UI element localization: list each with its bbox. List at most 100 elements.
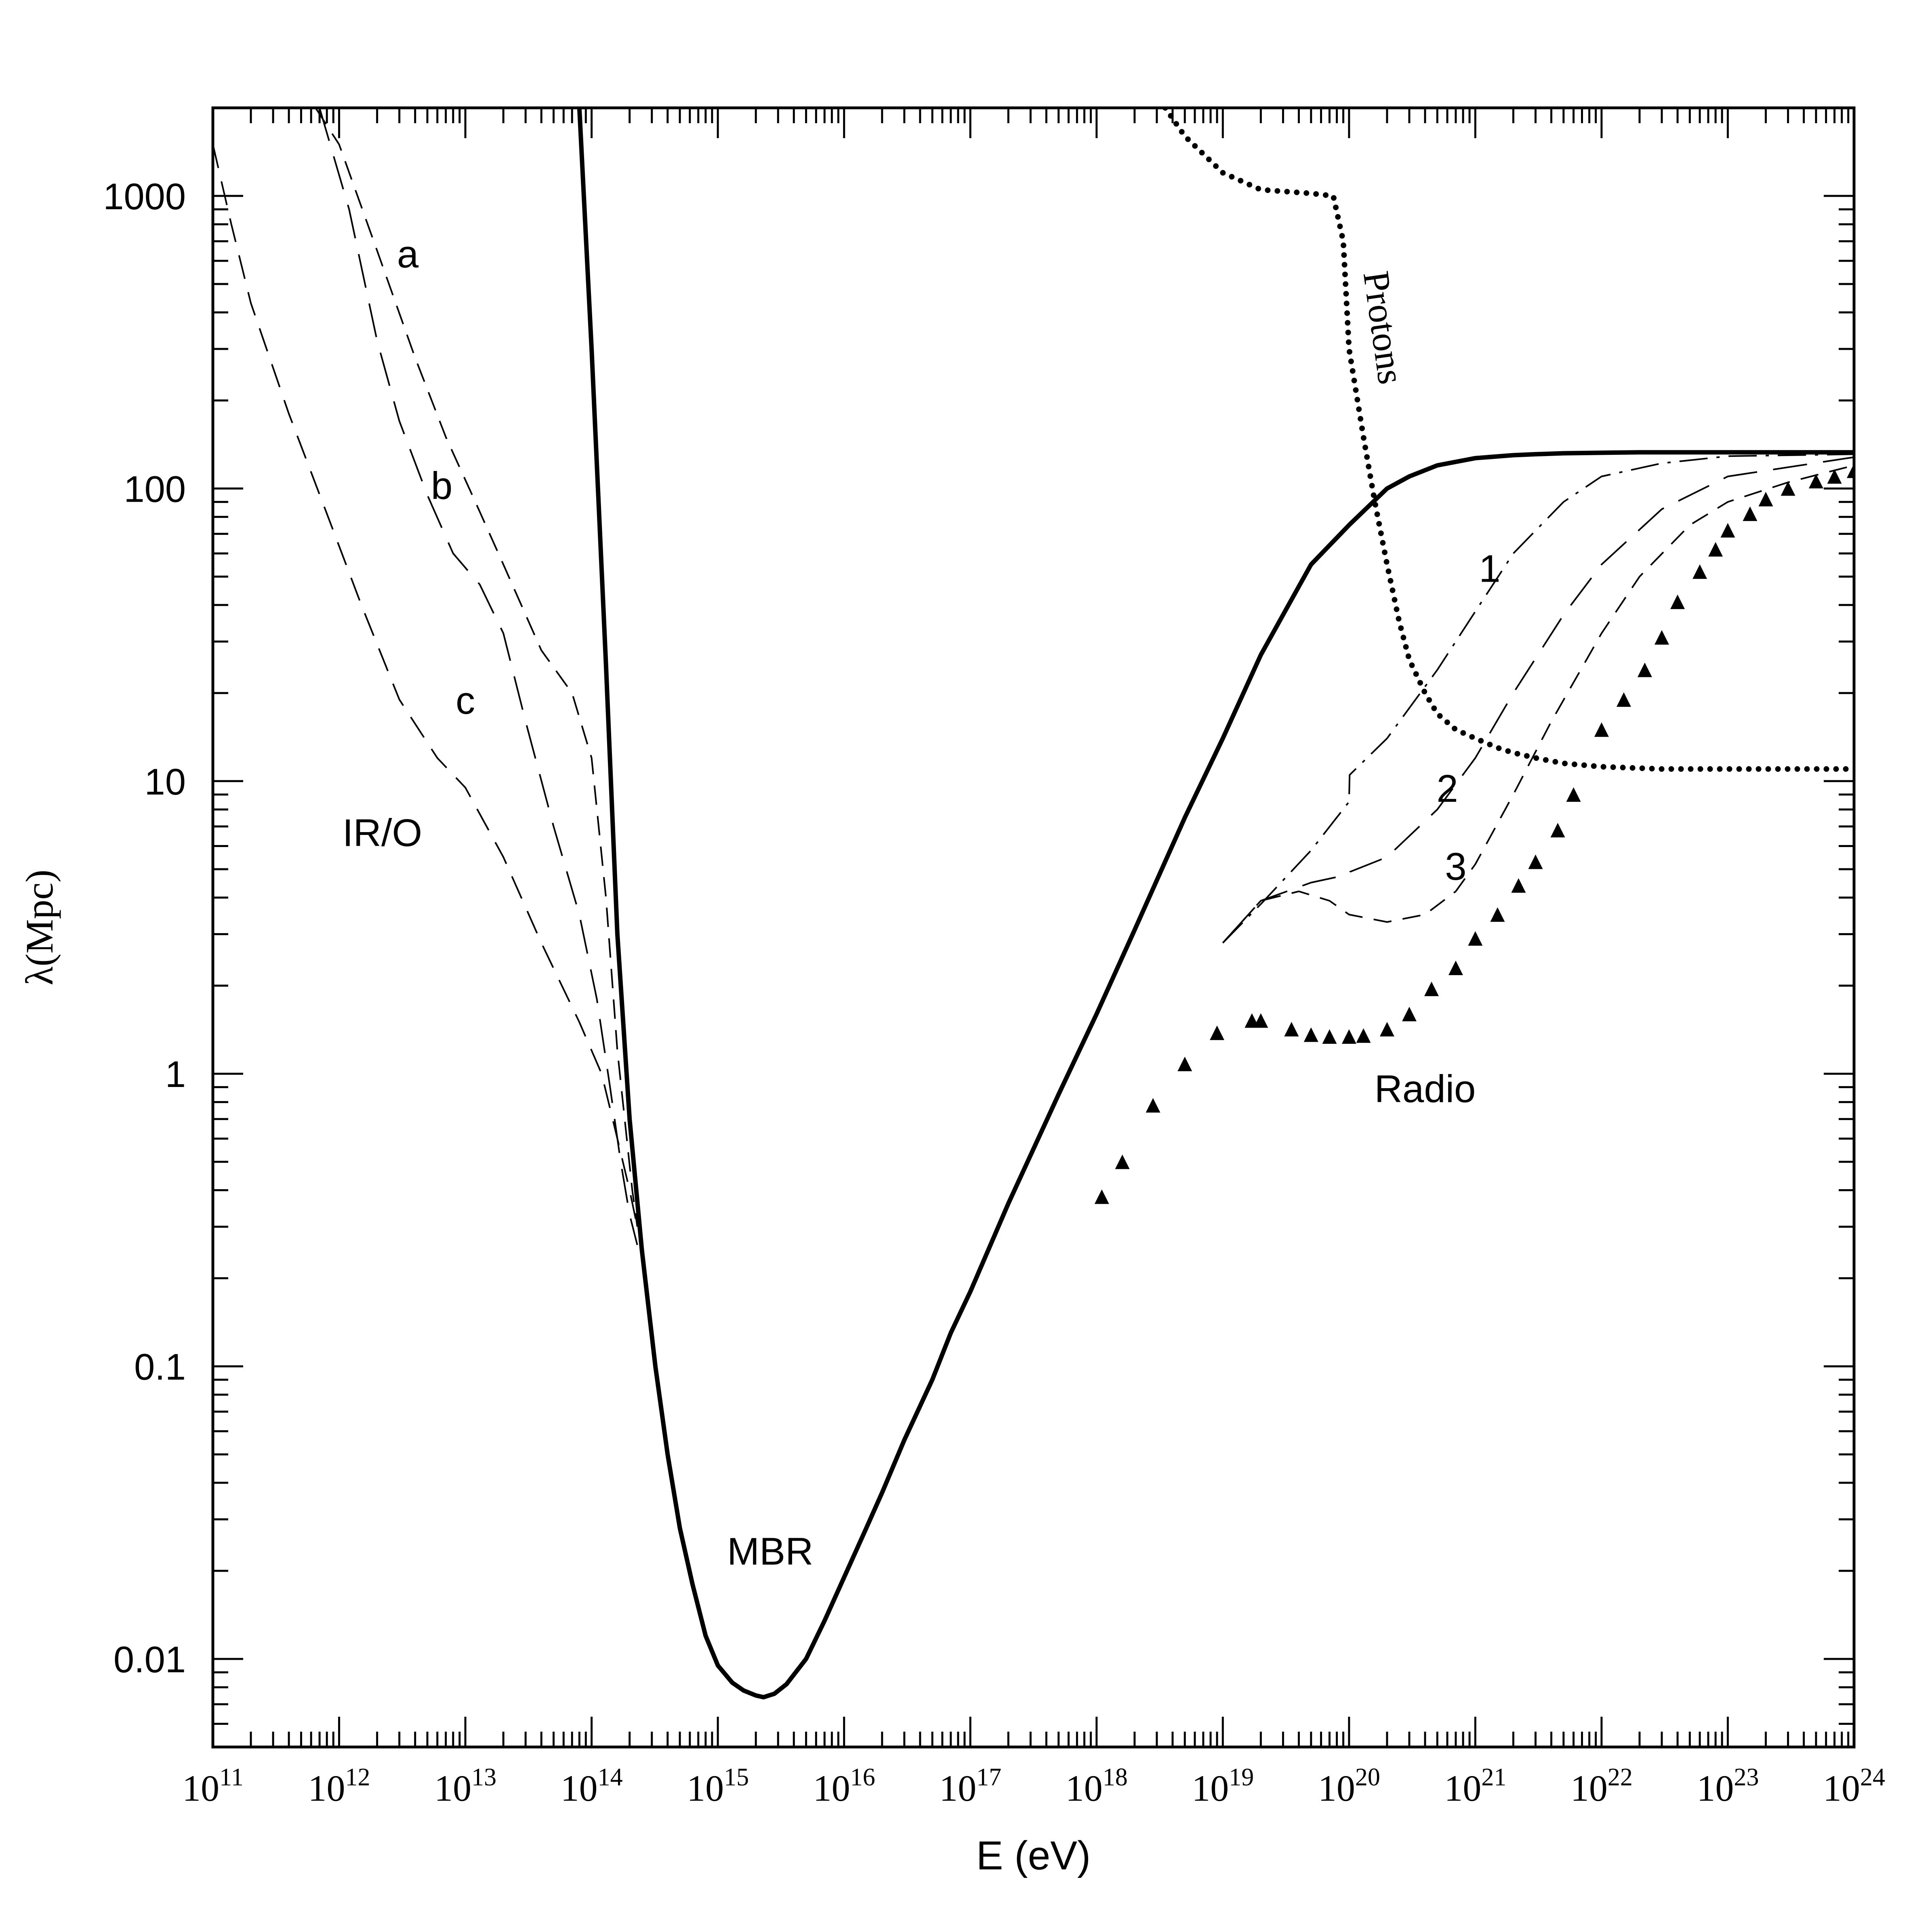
triangle-marker (1468, 931, 1483, 946)
y-axis-title: λ(Mpc) (18, 870, 61, 985)
triangle-marker (1743, 506, 1758, 521)
x-tick-label-exponent: 17 (976, 1764, 1001, 1791)
triangle-marker (1670, 594, 1685, 609)
series-iro-b (319, 108, 638, 1245)
series-radio-2 (1222, 456, 1854, 944)
triangle-marker (1490, 907, 1505, 922)
tick-labels: 1011 1012 1013 1014 1015 1016 1017 1018 1019 1020… (103, 176, 1885, 1809)
x-tick-label: 1020 (1318, 1764, 1380, 1809)
annotation-3: 3 (1445, 845, 1466, 888)
plot-frame (211, 106, 1856, 1749)
triangle-marker (1720, 523, 1735, 538)
triangle-marker (1692, 564, 1707, 579)
x-tick-label-base: 10 (939, 1768, 976, 1809)
y-tick-label: 0.01 (114, 1639, 186, 1680)
x-tick-label-exponent: 12 (345, 1764, 370, 1791)
triangle-marker (1758, 492, 1773, 507)
triangle-marker (1341, 1029, 1356, 1044)
x-tick-label-exponent: 19 (1229, 1764, 1254, 1791)
annotation-iro: IR/O (343, 811, 422, 855)
x-tick-label: 1014 (561, 1764, 623, 1809)
triangle-marker (1284, 1022, 1299, 1036)
series-mbr (577, 108, 1854, 1700)
x-tick-label-base: 10 (687, 1768, 724, 1809)
x-tick-label: 1017 (939, 1764, 1001, 1809)
x-tick-label: 1015 (687, 1764, 749, 1809)
triangle-marker (1146, 1098, 1160, 1113)
annotation-mbr: MBR (727, 1530, 813, 1573)
triangle-marker (1511, 878, 1526, 893)
series-layer (213, 108, 1854, 1700)
triangle-marker (1550, 823, 1565, 838)
annotation-b: b (431, 465, 452, 508)
x-tick-label: 1011 (182, 1764, 244, 1809)
series-radio-3 (1222, 465, 1854, 944)
annotation-radio: Radio (1375, 1067, 1476, 1110)
series-radio-triangles (1094, 463, 1854, 1204)
x-tick-label-exponent: 21 (1481, 1764, 1506, 1791)
x-tick-label-base: 10 (561, 1768, 598, 1809)
x-tick-label: 1023 (1697, 1764, 1759, 1809)
x-tick-label: 1022 (1570, 1764, 1633, 1809)
x-tick-label: 1024 (1823, 1764, 1885, 1809)
y-tick-label: 100 (124, 469, 186, 510)
annotation-a: a (397, 233, 419, 276)
triangle-marker (1303, 1027, 1318, 1042)
series-protons (1162, 108, 1854, 772)
x-tick-label-exponent: 13 (471, 1764, 496, 1791)
series-radio-1 (1222, 453, 1854, 944)
triangle-marker (1808, 474, 1823, 489)
x-tick-label-exponent: 15 (724, 1764, 749, 1791)
triangle-marker (1637, 662, 1652, 677)
x-tick-label: 1012 (308, 1764, 370, 1809)
x-tick-label-exponent: 16 (850, 1764, 875, 1791)
x-tick-label-exponent: 20 (1355, 1764, 1380, 1791)
x-tick-label: 1013 (434, 1764, 496, 1809)
x-tick-label-base: 10 (1192, 1768, 1229, 1809)
triangle-marker (1827, 469, 1842, 484)
triangle-marker (1379, 1022, 1394, 1036)
triangle-marker (1781, 481, 1795, 496)
y-tick-label: 1000 (103, 176, 186, 217)
x-tick-label: 1019 (1192, 1764, 1254, 1809)
annotation-protons: Protons (1356, 269, 1412, 387)
x-tick-label: 1018 (1066, 1764, 1128, 1809)
triangle-marker (1115, 1154, 1130, 1169)
x-tick-label-base: 10 (1570, 1768, 1608, 1809)
triangle-marker (1616, 692, 1631, 707)
triangle-marker (1566, 787, 1581, 802)
y-tick-label: 10 (145, 761, 186, 803)
annotation-1: 1 (1479, 547, 1500, 590)
annotation-c: c (456, 679, 475, 722)
triangle-marker (1448, 961, 1463, 975)
x-tick-label-exponent: 14 (598, 1764, 623, 1791)
triangle-marker (1322, 1029, 1337, 1044)
x-tick-label-exponent: 11 (219, 1764, 244, 1791)
x-tick-label-base: 10 (1697, 1768, 1734, 1809)
triangle-marker (1708, 542, 1723, 557)
x-tick-label-base: 10 (1444, 1768, 1481, 1809)
series-iro-a (315, 108, 638, 1227)
x-tick-label-base: 10 (1823, 1768, 1860, 1809)
triangle-marker (1528, 854, 1543, 869)
x-tick-label: 1021 (1444, 1764, 1506, 1809)
triangle-marker (1654, 630, 1669, 645)
x-tick-label-base: 10 (308, 1768, 345, 1809)
triangle-marker (1847, 463, 1854, 478)
triangle-marker (1177, 1056, 1192, 1071)
triangle-marker (1356, 1028, 1371, 1043)
x-tick-label-base: 10 (1066, 1768, 1103, 1809)
triangle-marker (1402, 1007, 1417, 1022)
x-tick-label-exponent: 18 (1103, 1764, 1128, 1791)
y-tick-label: 0.1 (134, 1347, 186, 1388)
x-tick-label-base: 10 (1318, 1768, 1355, 1809)
annotations: MBR IR/O Radio Protons a b c 1 2 3 (343, 233, 1501, 1573)
x-tick-label-base: 10 (813, 1768, 850, 1809)
y-tick-label: 1 (165, 1054, 186, 1095)
triangle-marker (1094, 1189, 1109, 1204)
triangle-marker (1253, 1013, 1268, 1028)
triangle-marker (1210, 1025, 1225, 1040)
x-axis-title: E (eV) (976, 1833, 1091, 1878)
tick-marks (212, 107, 1855, 1748)
x-tick-label-exponent: 22 (1608, 1764, 1633, 1791)
